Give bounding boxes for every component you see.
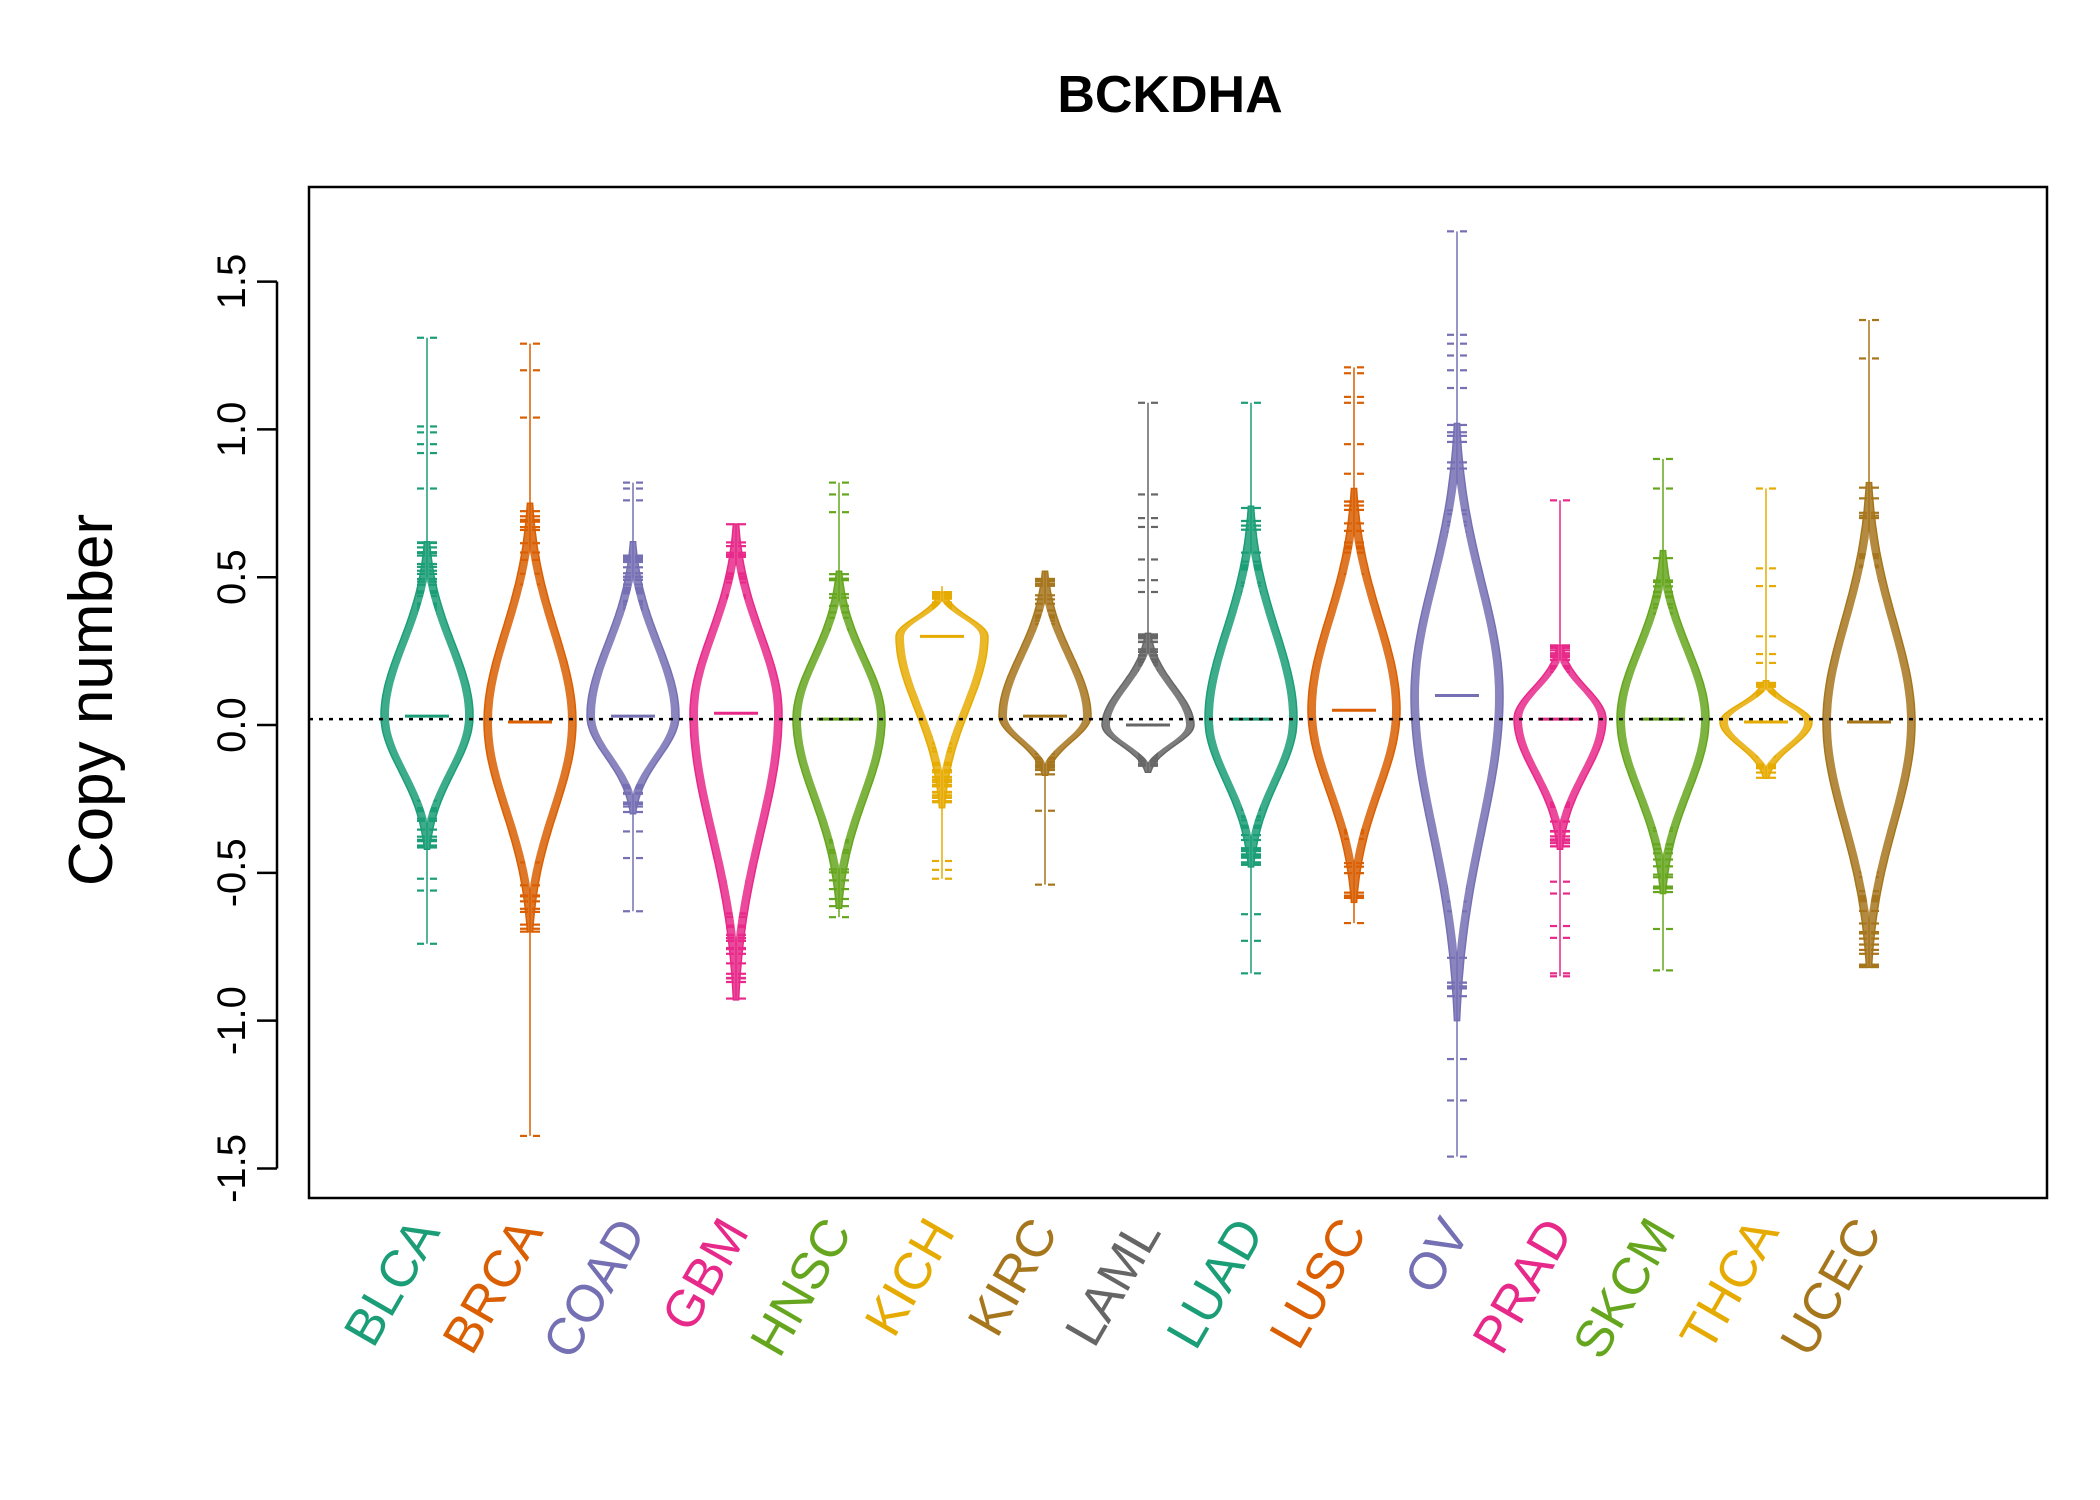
bean-laml	[1101, 401, 1195, 774]
bean-core	[1522, 645, 1598, 850]
bean-kirc	[998, 570, 1092, 886]
x-tick-label: SKCM	[1562, 1209, 1687, 1368]
bean-brca	[483, 342, 577, 1138]
x-tick-label: HNSC	[739, 1209, 863, 1366]
chart-title: BCKDHA	[1057, 66, 1282, 124]
bean-core	[904, 592, 980, 808]
bean-core	[1831, 482, 1907, 968]
bean-core	[1419, 423, 1495, 1021]
x-tick-label: COAD	[532, 1209, 657, 1368]
bean-hnsc	[792, 481, 886, 919]
bean-core	[1728, 680, 1804, 779]
x-tick-label: LAML	[1054, 1209, 1172, 1356]
y-axis: -1.5 -1.0 -0.5 0.0 0.5 1.0 1.5	[210, 254, 279, 1203]
x-tick-label: LUSC	[1259, 1209, 1379, 1358]
bean-core	[1110, 633, 1186, 773]
x-tick-label: KIRC	[957, 1209, 1069, 1346]
bean-ov	[1410, 230, 1504, 1158]
beans-layer	[380, 230, 1916, 1158]
bean-gbm	[689, 523, 783, 1001]
y-tick-label: 1.0	[210, 402, 254, 458]
bean-core	[1316, 488, 1392, 903]
x-tick-label: KICH	[854, 1209, 966, 1346]
y-axis-label: Copy number	[57, 514, 126, 886]
bean-luad	[1204, 401, 1298, 975]
bean-kich	[895, 586, 989, 880]
bean-core	[492, 503, 568, 932]
bean-core	[801, 571, 877, 909]
x-tick-label: GBM	[651, 1209, 760, 1341]
bean-blca	[380, 336, 474, 945]
y-tick-label: -1.0	[210, 986, 254, 1055]
y-tick-label: -0.5	[210, 838, 254, 907]
y-tick-label: 1.5	[210, 254, 254, 310]
bean-core	[698, 524, 774, 1000]
bean-ucec	[1822, 318, 1916, 969]
x-tick-label: UCEC	[1769, 1209, 1893, 1366]
x-tick-label: OV	[1394, 1209, 1482, 1303]
bean-core	[389, 541, 465, 850]
y-tick-label: 0.0	[210, 697, 254, 753]
bean-coad	[586, 481, 680, 913]
plot-frame	[307, 185, 2049, 1200]
bean-thca	[1719, 487, 1813, 779]
bean-skcm	[1616, 457, 1710, 972]
x-tick-label: LUAD	[1156, 1209, 1276, 1358]
bean-core	[595, 541, 671, 814]
bean-lusc	[1307, 366, 1401, 925]
y-tick-label: 0.5	[210, 549, 254, 605]
bean-core	[1007, 571, 1083, 776]
bean-core	[1625, 550, 1701, 894]
y-tick-label: -1.5	[210, 1134, 254, 1203]
bean-core	[1213, 506, 1289, 867]
bean-prad	[1513, 499, 1607, 978]
